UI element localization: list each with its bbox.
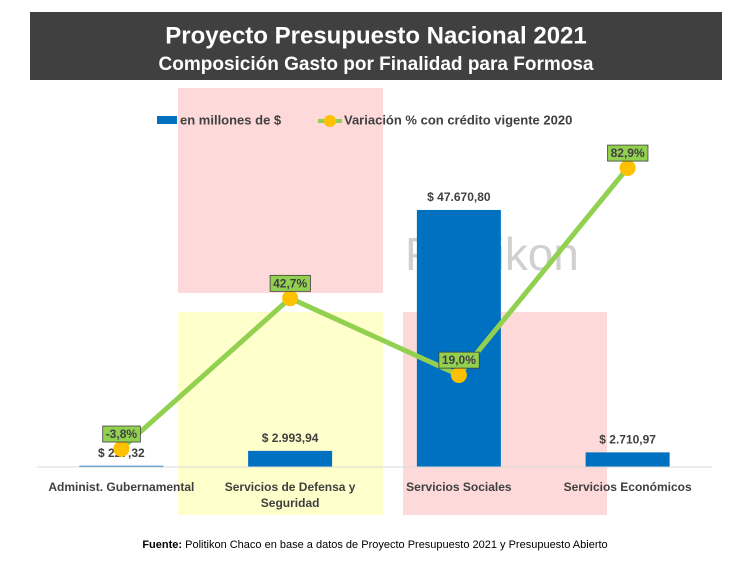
data-label-box: [438, 351, 480, 369]
x-tick-label: Servicios de Defensa y Seguridad: [224, 480, 356, 510]
x-tick-label: Servicios Sociales: [406, 480, 512, 494]
logo-block: [178, 88, 383, 293]
legend-swatch: [324, 115, 336, 127]
data-label: 42,7%: [273, 276, 307, 290]
bar: [585, 452, 670, 467]
legend-label: en millones de $: [180, 112, 282, 127]
data-label: $ 47.670,80: [427, 190, 491, 204]
bar: [79, 465, 164, 467]
data-label: $ 2.710,97: [599, 433, 656, 447]
data-label-box: [269, 274, 311, 292]
data-label: 19,0%: [442, 353, 476, 367]
bar: [248, 450, 333, 467]
data-label: -3,8%: [106, 427, 138, 441]
marker: [619, 159, 636, 176]
x-tick-label: Administ. Gubernamental: [48, 480, 195, 494]
chart-subtitle: Composición Gasto por Finalidad para For…: [159, 54, 594, 75]
data-label: 82,9%: [611, 146, 645, 160]
source-label: Fuente:: [142, 539, 182, 551]
legend-swatch: [157, 116, 177, 124]
line: [119, 166, 630, 451]
source-text: Politikon Chaco en base a datos de Proye…: [185, 539, 608, 551]
data-label: $ 2.993,94: [262, 431, 319, 445]
marker: [450, 366, 467, 383]
data-label-box: [102, 425, 141, 443]
marker: [282, 290, 299, 307]
legend-label: Variación % con crédito vigente 2020: [344, 112, 572, 127]
x-tick-label: Servicios Económicos: [563, 480, 692, 494]
logo-block: [178, 312, 383, 515]
marker: [113, 440, 130, 457]
chart-title: Proyecto Presupuesto Nacional 2021: [165, 22, 587, 49]
data-label-box: [607, 144, 649, 162]
source: Fuente: Politikon Chaco en base a datos …: [142, 539, 607, 551]
header: [30, 12, 722, 80]
